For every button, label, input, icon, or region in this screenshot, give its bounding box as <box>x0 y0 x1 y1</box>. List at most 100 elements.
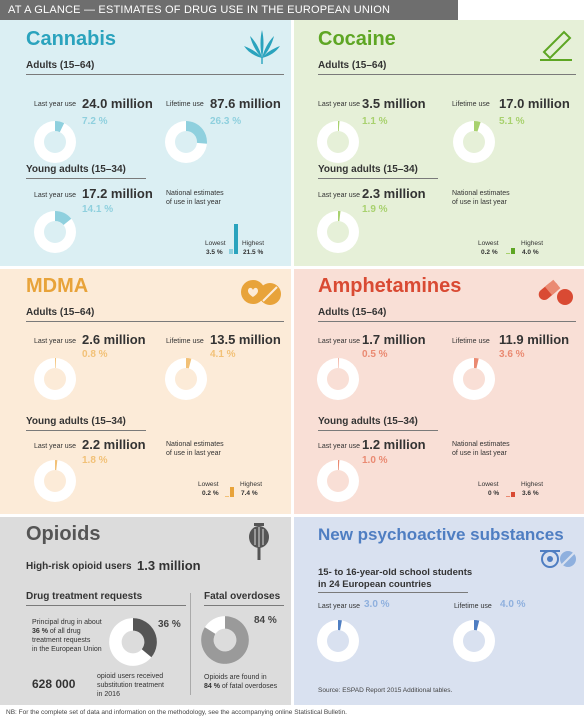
nps-subtitle: 15- to 16-year-old school students in 24… <box>318 567 472 591</box>
amphetamines-lowest-label: Lowest <box>478 481 499 488</box>
cocaine-young-last-year-value: 2.3 million <box>362 186 426 201</box>
cocaine-adults-last-year-pct: 1.1 % <box>362 116 388 127</box>
donut-track <box>453 121 495 163</box>
amphetamines-title: Amphetamines <box>318 275 462 297</box>
cannabis-leaf-icon <box>244 30 280 64</box>
cocaine-young-last-year-label: Last year use <box>318 192 361 199</box>
mdma-young-last-year-label: Last year use <box>34 443 77 450</box>
amphetamines-young-heading: Young adults (15–34) <box>318 416 418 427</box>
cocaine-national-estimates-label: National estimates of use in last year <box>452 189 552 207</box>
treatment-pct: 36 % <box>158 619 181 630</box>
cannabis-highest-bar <box>234 224 238 254</box>
amphetamines-adults-heading: Adults (15–64) <box>318 307 387 318</box>
overdose-pct: 84 % <box>254 615 277 626</box>
cannabis-lowest-bar <box>229 249 233 254</box>
cannabis-adults-last-year-donut <box>34 121 76 163</box>
divider <box>26 74 284 75</box>
footer-note: NB: For the complete set of data and inf… <box>6 709 347 716</box>
donut-segment <box>186 121 207 144</box>
mdma-title: MDMA <box>26 275 89 297</box>
mdma-young-heading: Young adults (15–34) <box>26 416 126 427</box>
donut-track <box>34 460 76 502</box>
substitution-text-line-3: in 2016 <box>97 691 120 698</box>
amphetamines-adults-lifetime-donut <box>453 358 495 400</box>
mdma-panel: MDMA Adults (15–64) Last year use 2.6 mi… <box>0 267 292 515</box>
amphetamines-adults-last-year-donut <box>317 358 359 400</box>
substitution-text-line-1: opioid users received <box>97 673 164 680</box>
national-estimates-line-2: of use in last year <box>452 199 507 206</box>
cannabis-lowest-value: 3.5 % <box>206 249 223 256</box>
mdma-adults-lifetime-value: 13.5 million <box>210 332 281 347</box>
amphetamines-highest-label: Highest <box>521 481 544 488</box>
mdma-adults-last-year-donut <box>34 358 76 400</box>
divider <box>318 178 438 179</box>
treatment-donut <box>109 618 157 666</box>
page-title: AT A GLANCE — ESTIMATES OF DRUG USE IN T… <box>0 0 458 20</box>
divider <box>0 266 584 269</box>
cannabis-panel: Cannabis Adults (15–64) Last year use 24… <box>0 20 292 267</box>
high-risk-opioid-users-label: High-risk opioid users <box>26 561 132 572</box>
cocaine-razor-icon <box>540 30 572 61</box>
amphetamines-adults-last-year-pct: 0.5 % <box>362 349 388 360</box>
divider <box>190 593 191 695</box>
divider <box>291 20 294 705</box>
divider <box>204 605 284 606</box>
donut-track <box>317 620 359 662</box>
treatment-text-line-1: Principal drug in about <box>32 619 102 626</box>
amphetamines-adults-lifetime-value: 11.9 million <box>499 332 570 347</box>
cocaine-lowest-bar <box>506 253 510 254</box>
donut-track <box>317 460 359 502</box>
donut-track <box>453 358 495 400</box>
divider <box>26 605 186 606</box>
cannabis-young-last-year-label: Last year use <box>34 192 77 199</box>
donut-segment <box>186 358 192 369</box>
mdma-adults-lifetime-donut <box>165 358 207 400</box>
amphetamines-highest-bar <box>511 492 515 497</box>
amphetamines-young-last-year-label: Last year use <box>318 443 361 450</box>
donut-segment <box>55 211 72 226</box>
treatment-text-line-3: treatment requests <box>32 637 91 644</box>
opioids-panel: Opioids High-risk opioid users 1.3 milli… <box>0 515 292 705</box>
cannabis-lowest-label: Lowest <box>205 240 226 247</box>
mdma-lowest-bar <box>225 496 229 497</box>
nps-source: Source: ESPAD Report 2015 Additional tab… <box>318 687 453 694</box>
treatment-text: Principal drug in about 36 % of all drug… <box>32 618 132 654</box>
nps-title: New psychoactive substances <box>318 525 564 544</box>
divider <box>318 592 468 593</box>
mdma-last-year-label: Last year use <box>34 338 77 345</box>
mdma-young-last-year-donut <box>34 460 76 502</box>
national-estimates-line-1: National estimates <box>166 441 224 448</box>
donut-segment <box>474 620 480 631</box>
cocaine-lowest-value: 0.2 % <box>481 249 498 256</box>
overdose-text-line-2: 84 % of fatal overdoses <box>204 682 292 691</box>
cocaine-panel: Cocaine Adults (15–64) Last year use 3.5… <box>292 20 584 267</box>
cocaine-young-last-year-pct: 1.9 % <box>362 204 388 215</box>
divider <box>26 178 146 179</box>
donut-segment <box>474 121 481 132</box>
cocaine-highest-bar <box>511 248 515 254</box>
divider <box>0 514 584 517</box>
treatment-text-line-2: 36 % of all drug <box>32 627 132 636</box>
donut-track <box>453 620 495 662</box>
overdose-text: Opioids are found in 84 % of fatal overd… <box>204 673 292 691</box>
cocaine-adults-last-year-donut <box>317 121 359 163</box>
cocaine-highest-label: Highest <box>521 240 544 247</box>
cocaine-adults-lifetime-pct: 5.1 % <box>499 116 525 127</box>
cannabis-young-last-year-value: 17.2 million <box>82 186 153 201</box>
high-risk-opioid-users-value: 1.3 million <box>137 558 201 573</box>
amphetamines-lifetime-label: Lifetime use <box>452 338 490 345</box>
national-estimates-line-2: of use in last year <box>166 450 221 457</box>
donut-track <box>165 358 207 400</box>
donut-segment <box>55 121 65 133</box>
mdma-pills-icon <box>241 280 281 305</box>
donut-track <box>317 211 359 253</box>
nps-lifetime-label: Lifetime use <box>454 603 492 610</box>
substitution-text: opioid users received substitution treat… <box>97 672 187 699</box>
mdma-adults-lifetime-pct: 4.1 % <box>210 349 236 360</box>
nps-subtitle-line-2: in 24 European countries <box>318 579 432 590</box>
cocaine-young-heading: Young adults (15–34) <box>318 164 418 175</box>
donut-segment <box>338 121 340 132</box>
divider <box>318 321 576 322</box>
donut-segment <box>55 460 58 471</box>
overdose-heading: Fatal overdoses <box>204 591 281 602</box>
